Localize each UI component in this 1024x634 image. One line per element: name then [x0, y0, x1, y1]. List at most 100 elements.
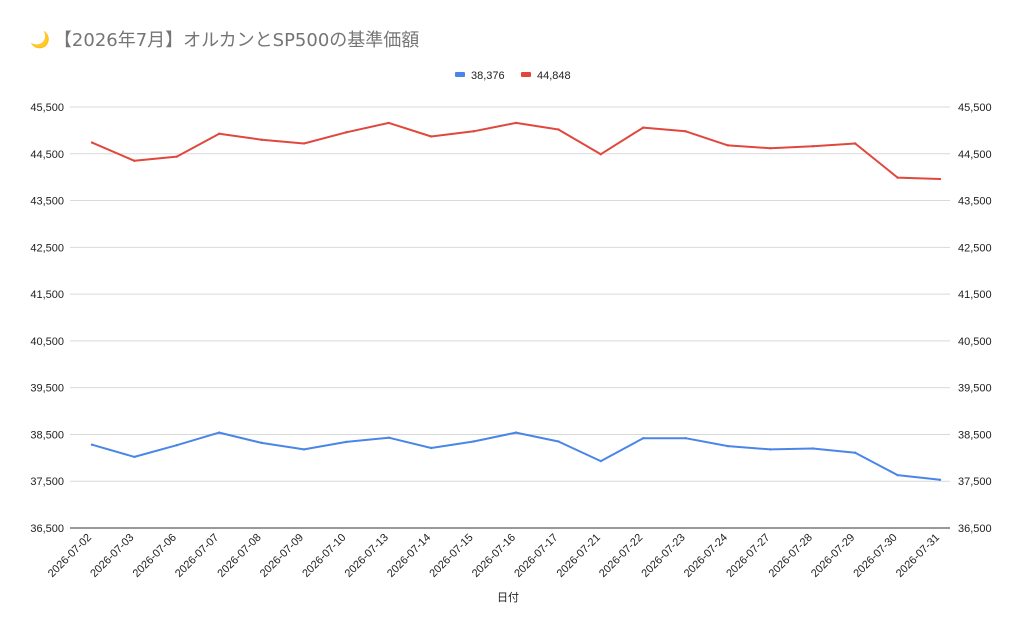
data-point: [811, 145, 814, 148]
x-tick-label: 2026-07-23: [639, 532, 687, 580]
x-tick-label: 2026-07-30: [851, 532, 899, 580]
x-tick-label: 2026-07-24: [682, 532, 730, 580]
data-point: [599, 459, 602, 463]
series-line-2: [91, 121, 941, 180]
x-tick-label: 2026-07-10: [300, 532, 348, 580]
x-tick-label: 2026-07-22: [597, 532, 645, 580]
y-tick-label-right: 41,500: [958, 289, 992, 301]
data-point: [642, 436, 645, 440]
data-point: [175, 444, 178, 447]
data-point: [90, 443, 94, 446]
data-point: [896, 176, 899, 179]
x-tick-label: 2026-07-28: [767, 532, 815, 580]
y-tick-label-left: 38,500: [30, 429, 64, 441]
legend-label[interactable]: 38,376: [471, 70, 505, 82]
data-point: [345, 131, 348, 134]
y-tick-label-right: 44,500: [958, 149, 992, 161]
y-tick-label-left: 45,500: [30, 102, 64, 114]
data-point: [90, 141, 94, 144]
data-point: [811, 447, 814, 450]
legend-label[interactable]: 44,848: [537, 70, 571, 82]
data-point: [896, 473, 899, 477]
data-point: [726, 444, 730, 448]
y-tick-label-right: 40,500: [958, 336, 992, 348]
x-tick-label: 2026-07-06: [131, 532, 179, 580]
legend[interactable]: 38,376 44,848: [455, 70, 571, 82]
y-tick-label-right: 36,500: [958, 523, 992, 535]
x-tick-label: 2026-07-29: [809, 532, 857, 580]
y-tick-label-left: 42,500: [30, 242, 64, 254]
x-tick-label: 2026-07-15: [427, 532, 475, 580]
x-tick-label: 2026-07-16: [470, 532, 518, 580]
data-point: [769, 146, 772, 150]
x-tick-label: 2026-07-09: [258, 532, 306, 580]
y-tick-label-right: 38,500: [958, 429, 992, 441]
data-point: [514, 431, 518, 434]
gridlines: [70, 106, 950, 529]
chart-title-text: 【2026年7月】オルカンとSP500の基準価額: [53, 30, 420, 51]
x-tick-label: 2026-07-27: [724, 532, 772, 580]
legend-swatch: [521, 72, 531, 77]
data-point: [472, 440, 475, 443]
series-lines: [90, 121, 942, 482]
data-point: [472, 130, 475, 133]
crescent-moon-icon: 🌙: [30, 29, 50, 49]
x-tick-label: 2026-07-14: [385, 532, 433, 580]
data-point: [642, 126, 645, 129]
data-point: [557, 440, 560, 443]
legend-swatch: [455, 72, 465, 77]
y-tick-label-left: 37,500: [30, 476, 64, 488]
data-point: [345, 440, 348, 444]
data-point: [938, 177, 942, 181]
data-point: [133, 159, 136, 162]
data-point: [260, 441, 263, 445]
data-point: [769, 448, 772, 451]
data-point: [430, 446, 433, 450]
data-point: [387, 436, 390, 439]
y-tick-label-right: 45,500: [958, 102, 992, 114]
data-point: [854, 451, 857, 454]
y-tick-label-right: 39,500: [958, 383, 992, 395]
data-point: [557, 128, 560, 131]
y-axis-right-ticks: 36,500 37,500 38,500 39,500 40,500 41,500 42,5…: [958, 102, 992, 535]
y-tick-label-left: 36,500: [30, 523, 64, 535]
x-tick-label: 2026-07-31: [894, 532, 942, 580]
data-point: [854, 142, 857, 145]
data-point: [175, 155, 178, 158]
x-tick-label: 2026-07-08: [215, 532, 263, 580]
data-point: [218, 132, 221, 135]
x-tick-label: 2026-07-03: [88, 532, 136, 580]
data-point: [684, 436, 687, 440]
data-point: [599, 153, 602, 156]
y-tick-label-left: 41,500: [30, 289, 64, 301]
x-axis-title: 日付: [497, 591, 519, 604]
data-point: [684, 130, 687, 133]
x-axis-ticks: 2026-07-022026-07-032026-07-062026-07-07…: [46, 532, 942, 580]
data-point: [514, 121, 518, 125]
y-tick-label-left: 43,500: [30, 196, 64, 208]
y-tick-label-right: 37,500: [958, 476, 992, 488]
data-point: [387, 121, 390, 125]
data-point: [302, 448, 306, 451]
y-tick-label-right: 43,500: [958, 196, 992, 208]
y-tick-label-right: 42,500: [958, 242, 992, 254]
data-point: [938, 478, 942, 482]
data-point: [133, 455, 136, 459]
chart-title: 🌙 【2026年7月】オルカンとSP500の基準価額: [30, 26, 419, 52]
data-point: [430, 135, 433, 138]
y-axis-left-ticks: 36,500 37,500 38,500 39,500 40,500 41,500 42,5…: [30, 102, 64, 535]
data-point: [218, 431, 221, 434]
y-tick-label-left: 44,500: [30, 149, 64, 161]
data-point: [302, 142, 306, 145]
x-tick-label: 2026-07-13: [343, 532, 391, 580]
data-point: [726, 144, 730, 147]
y-tick-label-left: 40,500: [30, 336, 64, 348]
series-line-1: [91, 431, 941, 481]
x-tick-label: 2026-07-17: [512, 532, 560, 580]
x-tick-label: 2026-07-07: [173, 532, 221, 580]
x-tick-label: 2026-07-02: [46, 532, 94, 580]
y-tick-label-left: 39,500: [30, 383, 64, 395]
x-tick-label: 2026-07-21: [555, 532, 603, 580]
data-point: [260, 138, 263, 141]
